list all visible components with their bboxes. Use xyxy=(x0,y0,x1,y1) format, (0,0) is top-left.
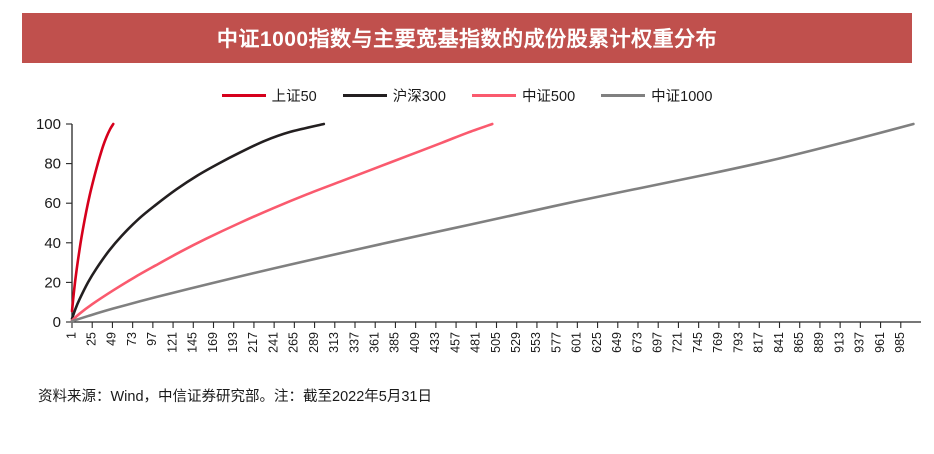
y-axis-tick-label: 40 xyxy=(44,235,61,252)
series-line xyxy=(70,122,115,313)
x-axis-tick-label: 1 xyxy=(64,332,78,339)
x-axis-tick-label: 697 xyxy=(651,332,665,353)
x-axis-tick-label: 649 xyxy=(610,332,624,353)
source-footnote: 资料来源：Wind，中信证券研究部。注：截至2022年5月31日 xyxy=(38,389,432,405)
y-axis-tick-label: 60 xyxy=(44,195,61,212)
x-axis-tick-label: 673 xyxy=(630,332,644,353)
x-axis-tick-label: 169 xyxy=(206,332,220,353)
x-axis-tick-label: 385 xyxy=(388,332,402,353)
legend-item-label: 中证1000 xyxy=(651,88,713,105)
page-title: 中证1000指数与主要宽基指数的成份股累计权重分布 xyxy=(216,28,718,51)
x-axis-tick-label: 25 xyxy=(85,332,99,346)
x-axis-tick-label: 265 xyxy=(287,332,301,353)
x-axis-tick-label: 289 xyxy=(307,332,321,353)
legend-color-swatch xyxy=(342,93,387,97)
legend-item-label: 中证500 xyxy=(521,88,576,105)
y-axis-tick-label: 100 xyxy=(36,116,61,133)
legend-item[interactable]: 上证50 xyxy=(221,85,317,106)
legend-color-swatch xyxy=(601,93,646,97)
series-line xyxy=(70,122,494,322)
legend-item[interactable]: 中证500 xyxy=(471,85,576,106)
x-axis-tick-label: 721 xyxy=(671,332,685,353)
legend-item[interactable]: 中证1000 xyxy=(601,85,712,106)
x-axis-tick-label: 529 xyxy=(509,332,523,353)
x-axis-tick-label: 193 xyxy=(226,332,240,353)
x-axis-tick-label: 121 xyxy=(165,332,179,353)
x-axis-tick-label: 337 xyxy=(347,332,361,353)
x-axis-tick-label: 601 xyxy=(570,332,584,353)
x-axis-tick-label: 217 xyxy=(246,332,260,353)
x-axis-tick-label: 145 xyxy=(186,332,200,353)
x-axis-tick-label: 625 xyxy=(590,332,604,353)
x-axis-tick-label: 481 xyxy=(469,332,483,353)
x-axis-tick-label: 577 xyxy=(549,332,563,353)
x-axis-tick-label: 961 xyxy=(873,332,887,353)
x-axis-tick-label: 913 xyxy=(832,332,846,353)
legend-item-label: 上证50 xyxy=(271,88,317,105)
x-axis-tick-label: 865 xyxy=(792,332,806,353)
x-axis-tick-label: 241 xyxy=(266,332,280,353)
y-axis-tick-label: 20 xyxy=(44,274,61,291)
x-axis-tick-label: 985 xyxy=(893,332,907,353)
series-line xyxy=(70,122,326,321)
x-axis-tick-label: 793 xyxy=(731,332,745,353)
x-axis-tick-label: 841 xyxy=(772,332,786,353)
chart-legend: 上证50 沪深300 中证500 中证1000 xyxy=(0,82,934,108)
x-axis-tick-label: 361 xyxy=(368,332,382,353)
y-axis-tick-label: 80 xyxy=(44,156,61,173)
legend-item-label: 沪深300 xyxy=(392,88,446,105)
chart-plot-area: 0 20 40 60 80 100 1 25 49 73 97 121 145 169 193 217 241 2… xyxy=(36,116,921,353)
x-axis-tick-label: 769 xyxy=(711,332,725,353)
x-axis-tick-label: 937 xyxy=(853,332,867,353)
x-axis-tick-label: 409 xyxy=(408,332,422,353)
x-axis-tick-label: 889 xyxy=(812,332,826,353)
x-axis-tick-label: 97 xyxy=(145,332,159,346)
x-axis-tick-label: 457 xyxy=(448,332,462,353)
chart-title-banner: 中证1000指数与主要宽基指数的成份股累计权重分布 xyxy=(22,13,912,63)
x-axis-tick-label: 505 xyxy=(489,332,503,353)
legend-item[interactable]: 沪深300 xyxy=(342,85,446,106)
x-axis-tick-label: 73 xyxy=(125,332,139,346)
legend-color-swatch xyxy=(471,93,516,97)
x-axis-tick-label: 553 xyxy=(529,332,543,353)
series-line xyxy=(70,122,915,323)
x-axis-tick-label: 49 xyxy=(105,332,119,346)
x-axis-tick-label: 817 xyxy=(752,332,766,353)
x-axis-tick-label: 745 xyxy=(691,332,705,353)
x-axis-tick-label: 313 xyxy=(327,332,341,353)
legend-color-swatch xyxy=(221,93,266,97)
y-axis-tick-label: 0 xyxy=(53,314,61,331)
x-axis-tick-label: 433 xyxy=(428,332,442,353)
